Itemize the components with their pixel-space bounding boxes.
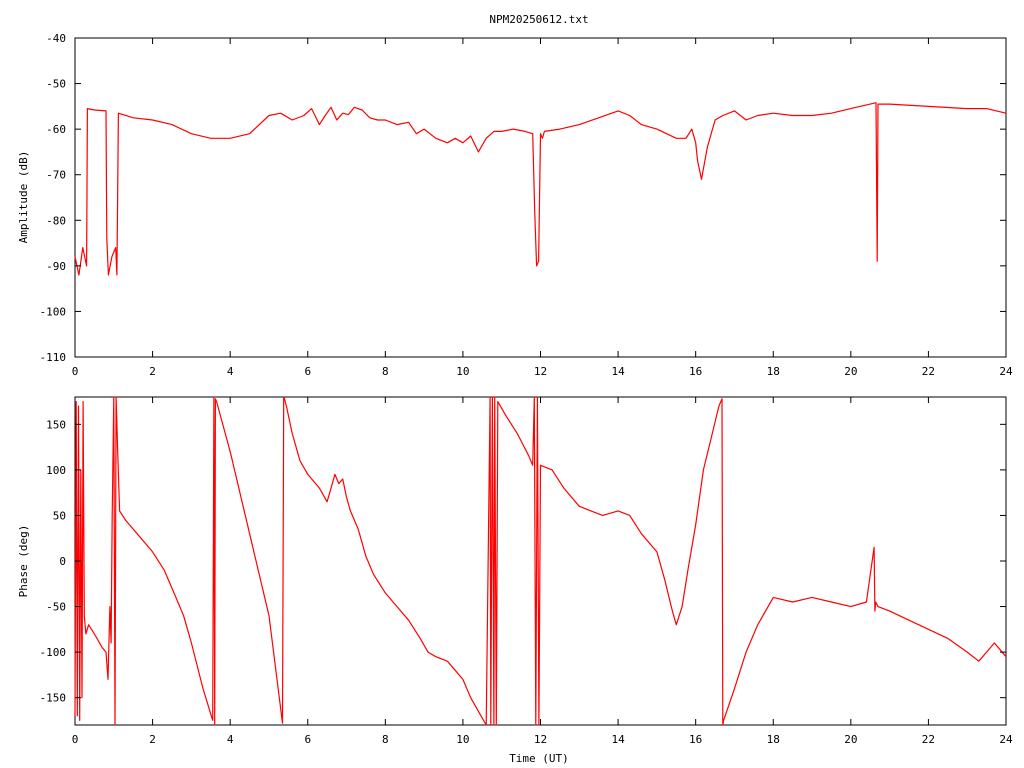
amplitude-axes: 0 2 4 6 8 10 12 14 16 18 20 22 24-40-50-60-70-80-90-… — [40, 32, 1013, 378]
amplitude-x-tick-label: 12 — [534, 365, 547, 378]
amplitude-y-tick-label: -70 — [46, 169, 66, 182]
phase-y-tick-label: -100 — [40, 646, 67, 659]
amplitude-x-tick-label: 2 — [149, 365, 156, 378]
amplitude-y-tick-label: -100 — [40, 305, 67, 318]
amplitude-x-tick-label: 4 — [227, 365, 234, 378]
amplitude-plot-frame — [74, 37, 1007, 358]
phase-panel: 0 2 4 6 8 10 12 14 16 18 20 22 24150100500-50-100-15… — [17, 396, 1013, 765]
phase-y-tick-label: -50 — [46, 601, 66, 614]
phase-x-tick-label: 14 — [611, 733, 625, 746]
phase-x-tick-label: 0 — [72, 733, 79, 746]
phase-x-tick-label: 8 — [382, 733, 389, 746]
phase-x-tick-label: 12 — [534, 733, 547, 746]
phase-x-axis-label: Time (UT) — [509, 752, 569, 765]
phase-y-axis-label: Phase (deg) — [17, 525, 30, 598]
amplitude-x-tick-label: 6 — [304, 365, 311, 378]
phase-plot-area — [74, 396, 1007, 726]
amplitude-x-tick-label: 14 — [611, 365, 625, 378]
amplitude-y-tick-label: -90 — [46, 260, 66, 273]
chart-title: NPM20250612.txt — [489, 13, 588, 26]
amplitude-y-tick-label: -110 — [40, 351, 67, 364]
amplitude-x-tick-label: 10 — [456, 365, 469, 378]
amplitude-plot-area — [74, 102, 1007, 276]
amplitude-x-tick-label: 22 — [922, 365, 935, 378]
phase-x-tick-label: 2 — [149, 733, 156, 746]
amplitude-panel: 0 2 4 6 8 10 12 14 16 18 20 22 24-40-50-60-70-80-90-… — [17, 32, 1013, 378]
amplitude-x-tick-label: 24 — [999, 365, 1013, 378]
phase-x-tick-label: 6 — [304, 733, 311, 746]
phase-x-tick-label: 10 — [456, 733, 469, 746]
amplitude-x-tick-label: 0 — [72, 365, 79, 378]
phase-axes: 0 2 4 6 8 10 12 14 16 18 20 22 24150100500-50-100-15… — [40, 397, 1013, 746]
amplitude-x-tick-label: 18 — [767, 365, 780, 378]
phase-x-tick-label: 4 — [227, 733, 234, 746]
phase-x-tick-label: 20 — [844, 733, 857, 746]
amplitude-x-tick-label: 20 — [844, 365, 857, 378]
amplitude-y-tick-label: -60 — [46, 123, 66, 136]
phase-x-tick-label: 22 — [922, 733, 935, 746]
phase-x-tick-label: 16 — [689, 733, 702, 746]
amplitude-x-tick-label: 8 — [382, 365, 389, 378]
phase-x-tick-label: 18 — [767, 733, 780, 746]
phase-x-tick-label: 24 — [999, 733, 1013, 746]
amplitude-series-line — [74, 102, 1007, 276]
phase-y-tick-label: 0 — [59, 555, 66, 568]
amplitude-y-tick-label: -40 — [46, 32, 66, 45]
phase-y-tick-label: 150 — [46, 418, 66, 431]
phase-series-line — [74, 396, 1007, 726]
amplitude-y-tick-label: -50 — [46, 78, 66, 91]
phase-y-tick-label: -150 — [40, 692, 67, 705]
phase-y-tick-label: 100 — [46, 464, 66, 477]
phase-y-tick-label: 50 — [53, 509, 66, 522]
amplitude-y-axis-label: Amplitude (dB) — [17, 151, 30, 244]
amplitude-x-tick-label: 16 — [689, 365, 702, 378]
amplitude-y-tick-label: -80 — [46, 214, 66, 227]
